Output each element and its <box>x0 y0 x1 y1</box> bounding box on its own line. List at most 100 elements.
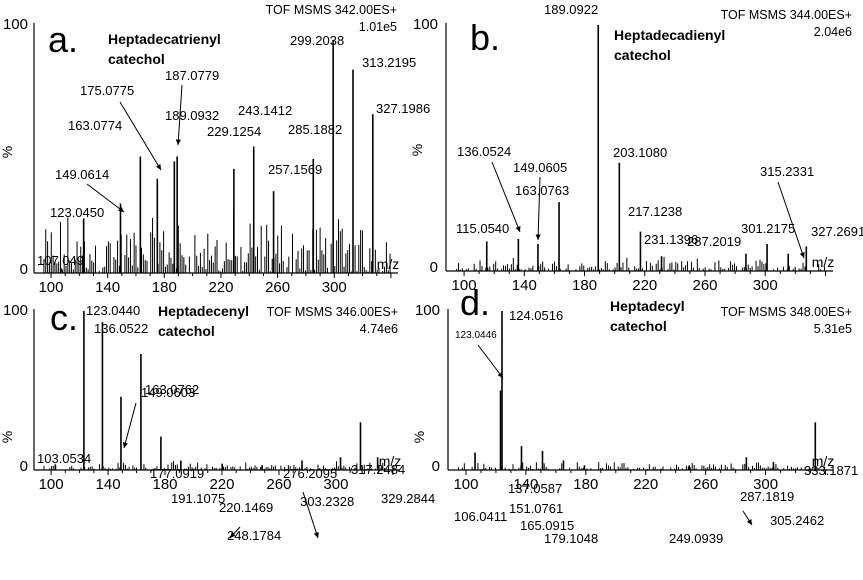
peak-label: 203.1080 <box>613 145 667 160</box>
arrowhead-icon <box>118 206 124 212</box>
x-ticks: 100 140 180 220 260 300 <box>38 273 392 296</box>
peak-label: 179.1048 <box>544 531 598 546</box>
compound-name: catechol <box>158 323 215 339</box>
peak-label: 163.0774 <box>68 118 122 133</box>
x-tick-label: 140 <box>95 279 120 296</box>
peak-label: 137.0587 <box>508 481 562 496</box>
peak-label: 243.1412 <box>238 103 292 118</box>
x-tick-label: 140 <box>512 277 537 294</box>
peak-label: 149.0614 <box>55 167 109 182</box>
arrowhead-icon <box>746 519 752 525</box>
spectrum-panel-a: 100 140 180 220 260 300 m/z 100 0% a. Heptadecatri… <box>0 3 430 296</box>
acquisition-header: TOF MSMS 346.00ES+ <box>267 305 398 319</box>
peak-label: 305.2462 <box>770 513 824 528</box>
x-tick-label: 220 <box>208 279 233 296</box>
x-tick-label: 300 <box>323 476 348 493</box>
peak-label: 313.2195 <box>362 55 416 70</box>
x-tick-label: 180 <box>572 277 597 294</box>
arrowhead-icon <box>497 372 503 378</box>
x-tick-label: 140 <box>513 476 538 493</box>
y-tick-label-100: 100 <box>3 302 28 319</box>
peak-label: 217.1238 <box>628 204 682 219</box>
peak-label: 123.0450 <box>50 205 104 220</box>
y-axis-label: % <box>409 144 425 156</box>
peak-label: 149.0605 <box>513 160 567 175</box>
peak-label: 149.0603 <box>141 385 195 400</box>
peak-label: 287.1819 <box>740 489 794 504</box>
x-tick-label: 300 <box>753 476 778 493</box>
x-axis-label: m/z <box>812 453 835 469</box>
x-tick-label: 180 <box>573 476 598 493</box>
panel-letter: b. <box>470 17 500 58</box>
acquisition-header: TOF MSMS 348.00ES+ <box>721 305 852 319</box>
y-axis-label: % <box>411 431 427 443</box>
peak-label: 257.1569 <box>268 162 322 177</box>
peak-label: 327.1986 <box>376 101 430 116</box>
peak-label: 163.0763 <box>515 183 569 198</box>
arrowhead-icon <box>799 252 805 258</box>
peak-label: 231.1396 <box>644 232 698 247</box>
peak-label: 301.2175 <box>741 221 795 236</box>
peak-label: 175.0775 <box>80 83 134 98</box>
x-axis-label: m/z <box>379 453 402 469</box>
peak-label: 136.0524 <box>457 144 511 159</box>
x-tick-label: 180 <box>152 279 177 296</box>
leader-line <box>477 344 504 379</box>
arrowhead-icon <box>313 532 319 538</box>
peak-label: 189.0922 <box>544 2 598 17</box>
labeled-peaks <box>485 25 808 271</box>
noise-peaks <box>43 212 391 273</box>
compound-name: Heptadecatrienyl <box>108 31 221 47</box>
peak-label: 333.1871 <box>804 463 858 478</box>
leader-line <box>119 101 162 171</box>
leader-line <box>177 84 183 146</box>
peak-label: 315.2331 <box>760 164 814 179</box>
peak-label: 123.0446 <box>455 330 497 341</box>
acquisition-header: TOF MSMS 342.00ES+ <box>266 3 397 17</box>
peak-label: 299.2038 <box>290 33 344 48</box>
x-axis-label: m/z <box>812 254 835 270</box>
x-ticks: 100 140 180 220 260 300 <box>39 470 394 493</box>
peak-label: 303.2328 <box>300 494 354 509</box>
labeled-peaks <box>54 311 379 470</box>
x-tick-label: 140 <box>96 476 121 493</box>
peak-label: 317.2484 <box>351 462 405 477</box>
peak-label: 103.0534 <box>37 451 91 466</box>
peak-label: 229.1254 <box>207 124 261 139</box>
noise-peaks <box>457 462 826 470</box>
y-tick-label-100: 100 <box>3 16 28 33</box>
peak-label: 327.2691 <box>811 224 863 239</box>
x-tick-label: 220 <box>632 277 657 294</box>
y-tick-label-100: 100 <box>413 16 438 33</box>
x-tick-label: 300 <box>322 279 347 296</box>
arrowhead-icon <box>230 532 236 538</box>
peak-label: 107.049 <box>37 253 84 268</box>
x-tick-label: 220 <box>209 476 234 493</box>
peak-label: 191.1075 <box>171 491 225 506</box>
compound-name: Heptadecadienyl <box>614 27 725 43</box>
leader-line <box>86 183 125 213</box>
x-axis-label: m/z <box>377 256 400 272</box>
x-tick-label: 180 <box>153 476 178 493</box>
y-tick-label-0: 0 <box>432 458 440 475</box>
peak-label: 187.0779 <box>165 68 219 83</box>
leader-line <box>123 402 137 449</box>
x-tick-label: 100 <box>38 279 63 296</box>
peak-label: 123.0440 <box>86 303 140 318</box>
leader-line <box>537 176 541 241</box>
peak-label: 163.0762 <box>145 382 199 397</box>
panel-letter: a. <box>48 19 78 60</box>
leader-line <box>777 181 805 259</box>
arrowhead-icon <box>155 164 161 170</box>
noise-peaks <box>43 461 395 470</box>
y-tick-label-0: 0 <box>20 261 28 278</box>
peak-label: 220.1469 <box>219 500 273 515</box>
peak-label: 189.0932 <box>165 108 219 123</box>
peak-label: 124.0516 <box>509 308 563 323</box>
peak-label: 106.0411 <box>454 509 507 524</box>
y-axis-label: % <box>0 431 15 443</box>
x-tick-label: 100 <box>39 476 64 493</box>
labeled-peaks <box>474 311 817 470</box>
y-axis-label: % <box>0 146 15 158</box>
peak-label: 136.0522 <box>94 321 148 336</box>
